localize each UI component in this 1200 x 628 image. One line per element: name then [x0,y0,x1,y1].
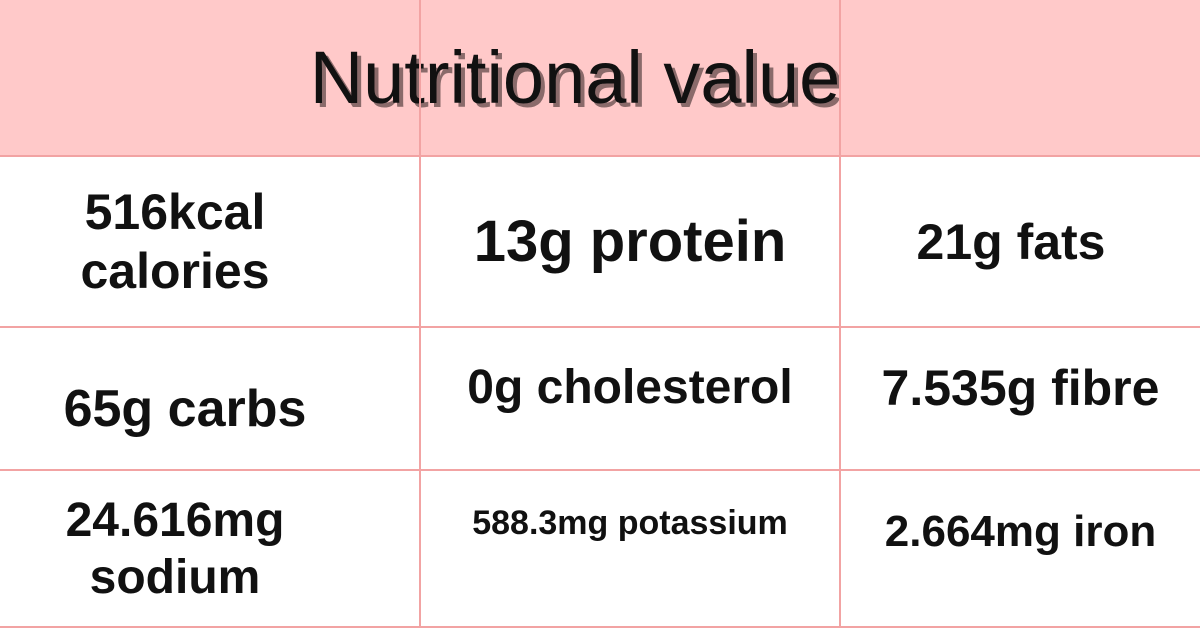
table-cell: 24.616mg sodium [65,493,285,604]
title: Nutritional value [309,36,841,119]
table-cell: 7.535g fibre [881,359,1160,416]
table-cell: 588.3mg potassium [472,503,788,542]
table-cell: 21g fats [916,213,1106,270]
row-divider [0,326,1200,328]
row-divider [0,469,1200,471]
column-divider [839,0,841,628]
table-cell: 13g protein [473,208,787,274]
header-band [0,0,1200,157]
row-divider [0,626,1200,628]
table-cell: 2.664mg iron [884,507,1157,557]
column-divider [419,0,421,628]
table-cell: 0g cholesterol [467,360,793,414]
table-cell: 516kcal calories [80,184,270,299]
table-cell: 65g carbs [63,380,307,439]
